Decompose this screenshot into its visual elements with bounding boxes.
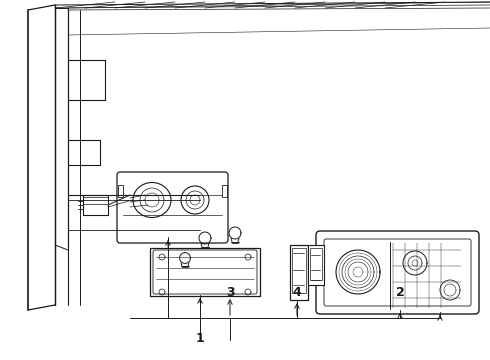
Ellipse shape: [133, 183, 171, 217]
Bar: [308, 245, 324, 285]
Bar: [290, 245, 308, 300]
Text: 3: 3: [226, 287, 234, 300]
FancyBboxPatch shape: [324, 239, 471, 306]
Bar: [83, 197, 108, 204]
Text: 2: 2: [395, 287, 404, 300]
Bar: [222, 185, 227, 197]
Bar: [150, 248, 260, 296]
Bar: [310, 248, 322, 280]
Bar: [118, 185, 123, 197]
Ellipse shape: [181, 186, 209, 214]
FancyBboxPatch shape: [316, 231, 479, 314]
FancyBboxPatch shape: [117, 172, 228, 243]
Text: 4: 4: [293, 287, 301, 300]
Text: 1: 1: [196, 332, 204, 345]
FancyBboxPatch shape: [153, 250, 257, 294]
Bar: [83, 195, 108, 215]
Bar: [292, 248, 306, 293]
